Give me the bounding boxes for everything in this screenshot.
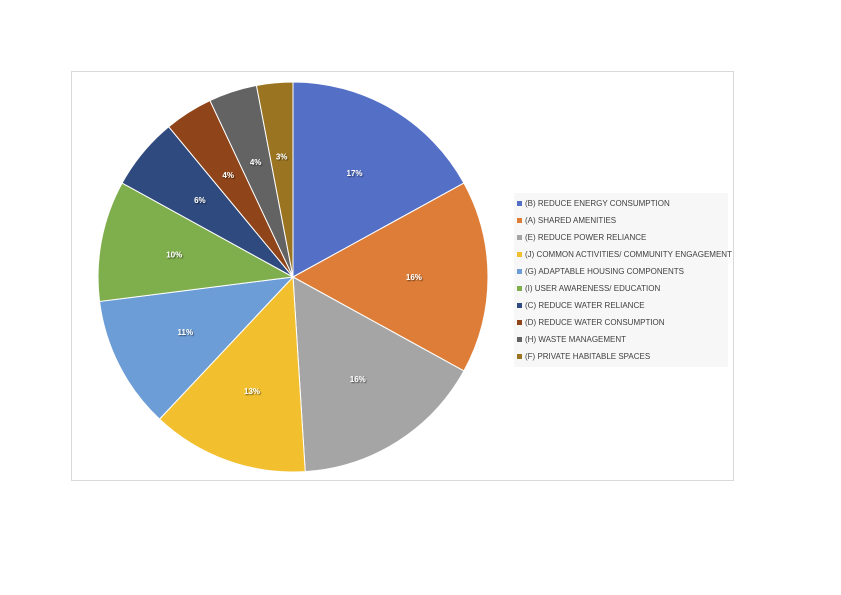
legend-swatch-6 xyxy=(517,286,522,291)
legend-item-5: (G) ADAPTABLE HOUSING COMPONENTS xyxy=(514,263,728,280)
legend-swatch-7 xyxy=(517,303,522,308)
pie-slice-4 xyxy=(158,275,306,473)
chart-legend: (B) REDUCE ENERGY CONSUMPTION (A) SHARED … xyxy=(514,193,732,367)
data-label-2: 16% xyxy=(406,273,422,282)
pie-slice-1 xyxy=(292,81,465,278)
pie-slice-2 xyxy=(291,182,489,372)
data-label-9: 4% xyxy=(250,158,262,167)
legend-swatch-3 xyxy=(517,235,522,240)
pie-slice-3 xyxy=(292,276,465,473)
data-label-10: 3% xyxy=(276,153,288,162)
data-label-8: 4% xyxy=(222,171,234,180)
pie-chart: 17% 16% 16% 13% 11% 10% 6% 4% 4% 3% xyxy=(97,81,489,473)
legend-label-3: (E) REDUCE POWER RELIANCE xyxy=(525,233,647,242)
legend-item-4: (J) COMMON ACTIVITIES/ COMMUNITY ENGAGEM… xyxy=(514,246,732,263)
pie-slice-5 xyxy=(98,276,295,420)
legend-label-1: (B) REDUCE ENERGY CONSUMPTION xyxy=(525,199,670,208)
data-label-5: 11% xyxy=(177,328,193,337)
pie-slice-6 xyxy=(97,182,295,302)
data-label-3: 16% xyxy=(350,375,366,384)
chart-frame: 17% 16% 16% 13% 11% 10% 6% 4% 4% 3% (B) REDUCE EN… xyxy=(71,71,734,481)
data-label-1: 17% xyxy=(347,169,363,178)
legend-label-9: (H) WASTE MANAGEMENT xyxy=(525,335,627,344)
legend-swatch-10 xyxy=(517,354,522,359)
legend-item-7: (C) REDUCE WATER RELIANCE xyxy=(514,297,728,314)
data-label-6: 10% xyxy=(166,250,182,259)
legend-item-2: (A) SHARED AMENITIES xyxy=(514,212,728,229)
legend-label-5: (G) ADAPTABLE HOUSING COMPONENTS xyxy=(525,267,684,276)
data-label-7: 6% xyxy=(194,196,206,205)
legend-label-7: (C) REDUCE WATER RELIANCE xyxy=(525,301,645,310)
legend-item-6: (I) USER AWARENESS/ EDUCATION xyxy=(514,280,728,297)
legend-item-8: (D) REDUCE WATER CONSUMPTION xyxy=(514,314,728,331)
legend-item-1: (B) REDUCE ENERGY CONSUMPTION xyxy=(514,195,728,212)
legend-item-10: (F) PRIVATE HABITABLE SPACES xyxy=(514,348,728,365)
legend-label-10: (F) PRIVATE HABITABLE SPACES xyxy=(525,352,651,361)
legend-swatch-9 xyxy=(517,337,522,342)
legend-item-9: (H) WASTE MANAGEMENT xyxy=(514,331,728,348)
legend-swatch-1 xyxy=(517,201,522,206)
legend-label-2: (A) SHARED AMENITIES xyxy=(525,216,617,225)
legend-label-4: (J) COMMON ACTIVITIES/ COMMUNITY ENGAGEM… xyxy=(525,250,732,259)
legend-swatch-5 xyxy=(517,269,522,274)
legend-swatch-8 xyxy=(517,320,522,325)
data-label-4: 13% xyxy=(244,387,260,396)
pie-slice-10 xyxy=(255,81,294,278)
legend-swatch-2 xyxy=(517,218,522,223)
legend-item-3: (E) REDUCE POWER RELIANCE xyxy=(514,229,728,246)
legend-label-8: (D) REDUCE WATER CONSUMPTION xyxy=(525,318,665,327)
legend-label-6: (I) USER AWARENESS/ EDUCATION xyxy=(525,284,661,293)
legend-swatch-4 xyxy=(517,252,522,257)
